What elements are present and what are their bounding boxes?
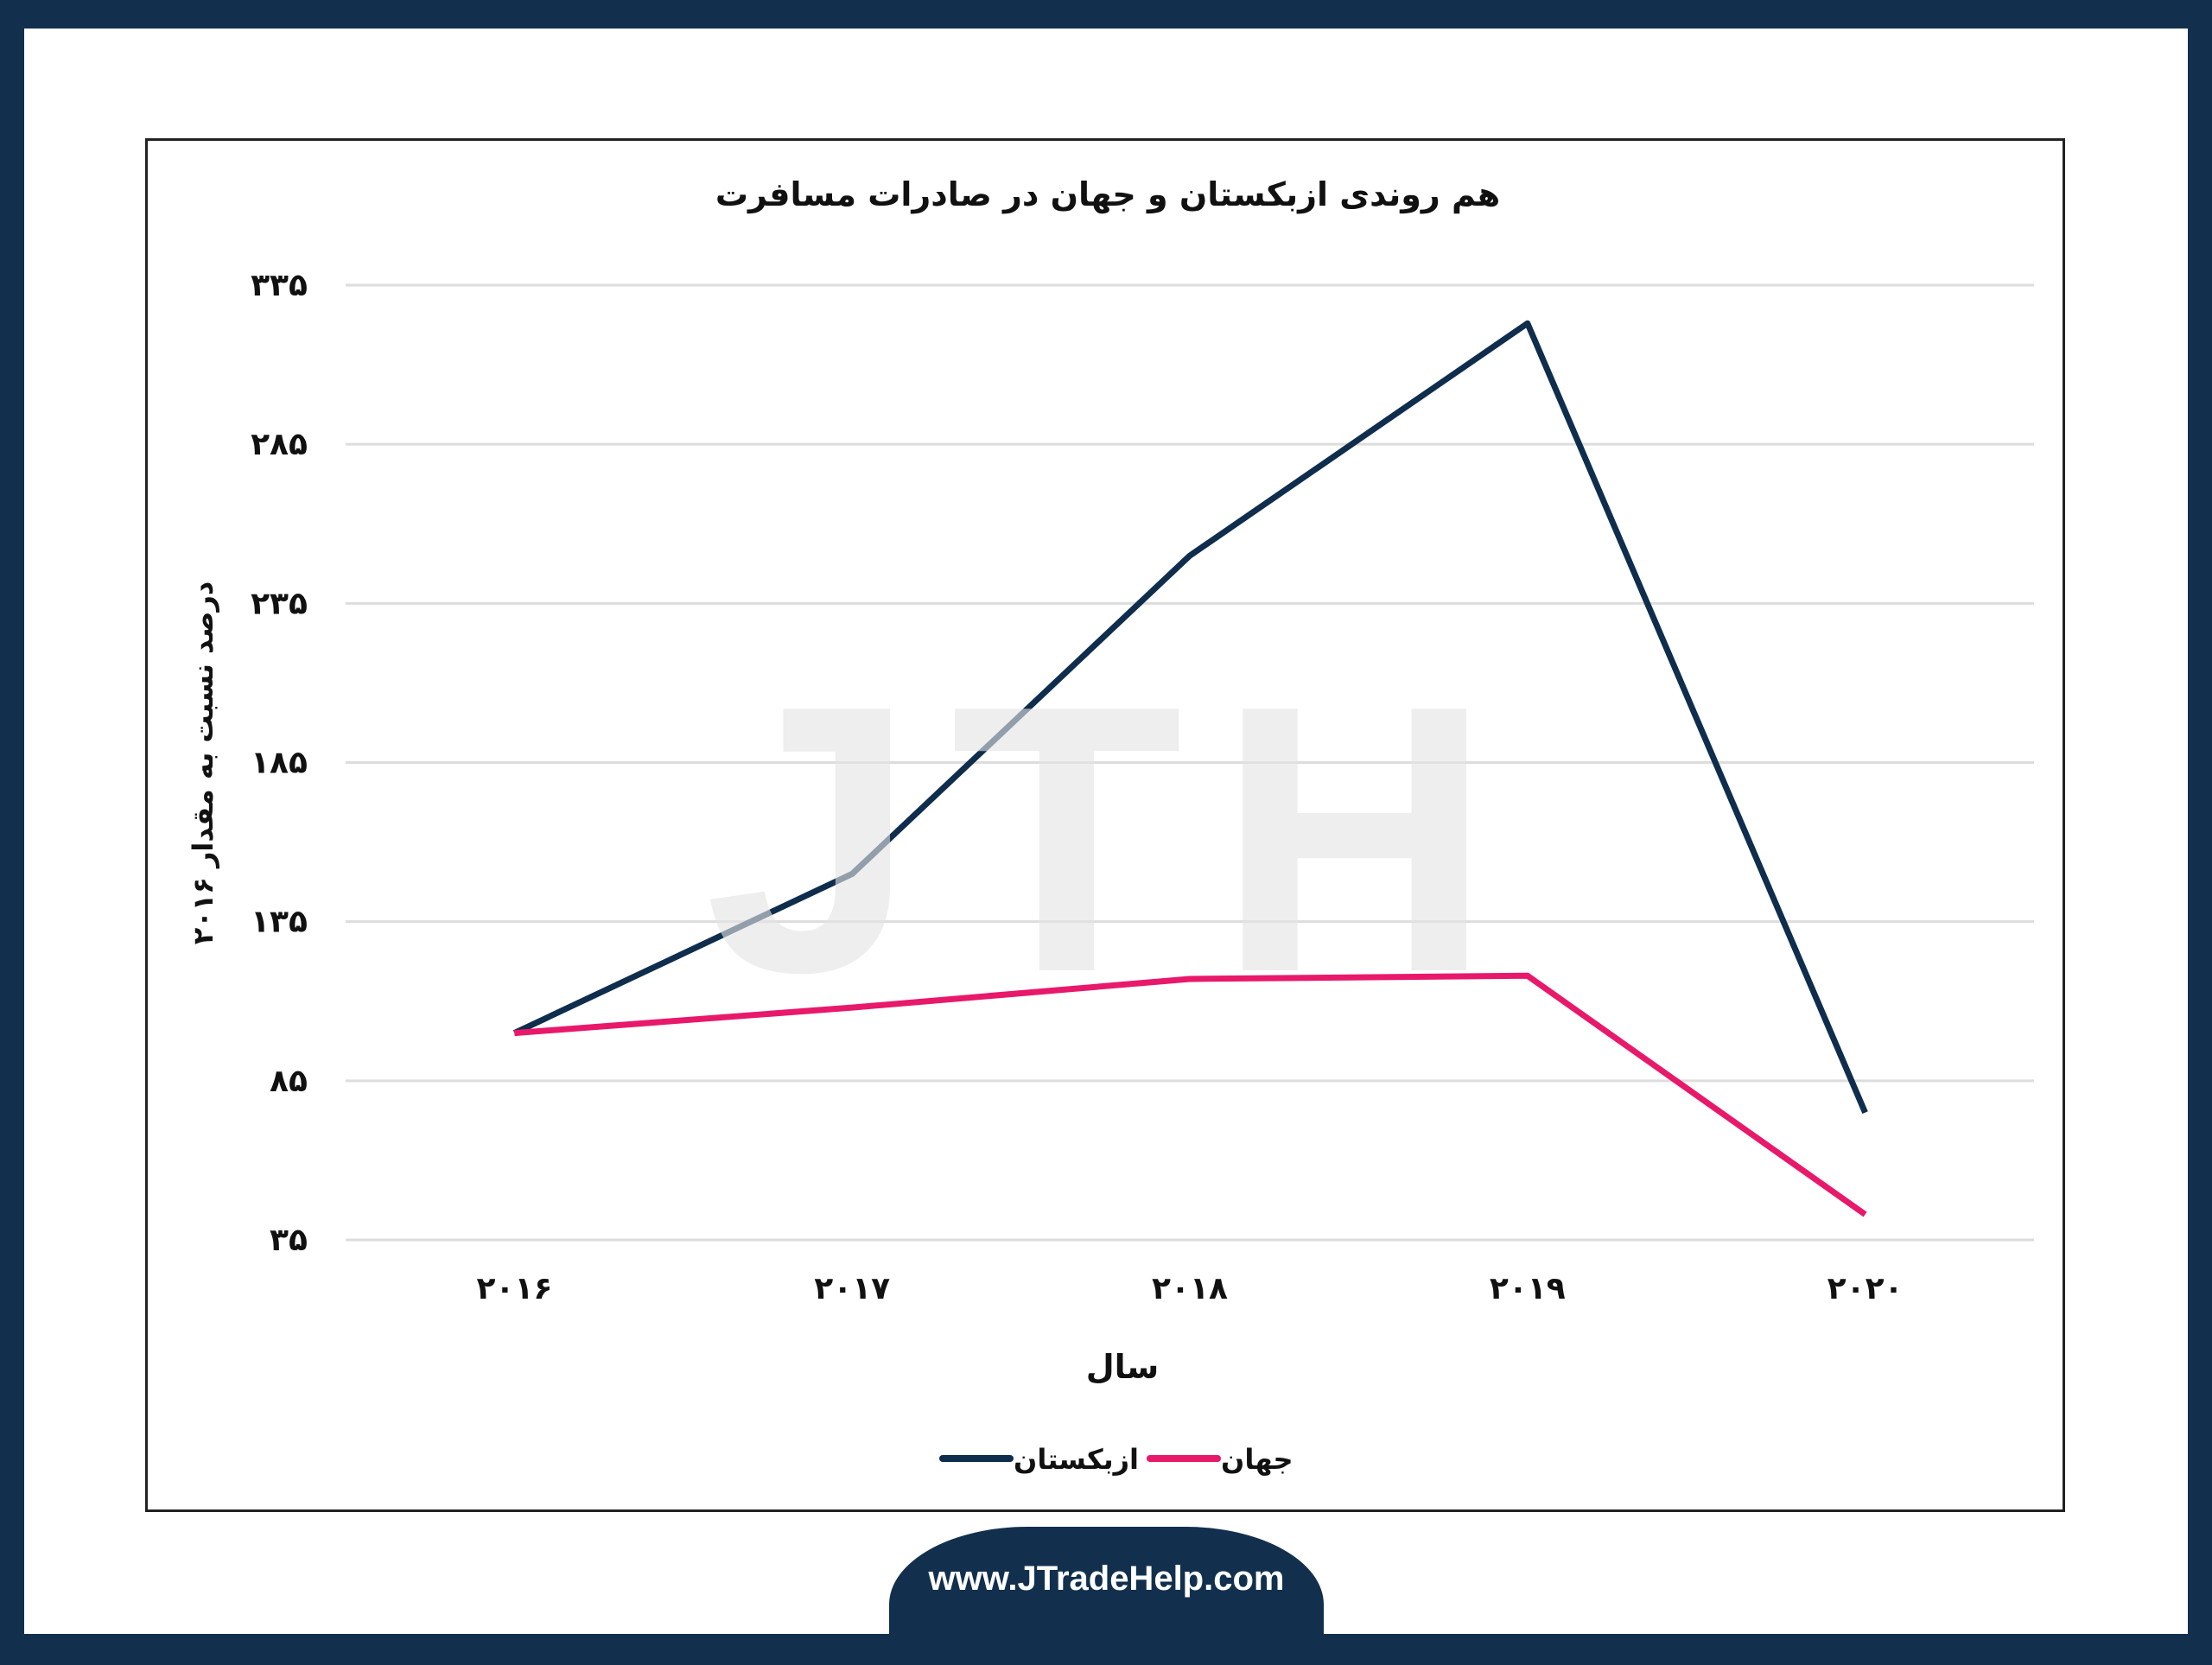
chart-title: هم روندی ازبکستان و جهان در صادرات مسافر… bbox=[715, 175, 1500, 214]
y-tick-label: ۳۵ bbox=[270, 1223, 308, 1258]
x-tick-label: ۲۰۱۶ bbox=[476, 1271, 552, 1306]
line-chart: هم روندی ازبکستان و جهان در صادرات مسافر… bbox=[187, 175, 2034, 1476]
series-line-uzbekistan bbox=[512, 320, 1868, 1115]
x-tick-label: ۲۰۱۷ bbox=[814, 1271, 890, 1306]
x-tick-label: ۲۰۱۹ bbox=[1490, 1271, 1566, 1306]
x-tick-label: ۲۰۱۸ bbox=[1152, 1271, 1228, 1306]
y-tick-label: ۲۸۵ bbox=[251, 427, 308, 462]
y-tick-label: ۱۸۵ bbox=[251, 746, 308, 781]
chart-container: هم روندی ازبکستان و جهان در صادرات مسافر… bbox=[145, 138, 2065, 1512]
x-tick-label: ۲۰۲۰ bbox=[1827, 1271, 1904, 1306]
website-url[interactable]: www.JTradeHelp.com bbox=[928, 1560, 1285, 1598]
y-tick-label: ۲۳۵ bbox=[251, 586, 308, 621]
series-line-world bbox=[514, 972, 1867, 1217]
y-tick-label: ۱۳۵ bbox=[251, 905, 308, 940]
legend-label: ازبکستان bbox=[1014, 1443, 1139, 1476]
legend-label: جهان bbox=[1221, 1443, 1294, 1476]
x-axis-label: سال bbox=[1086, 1348, 1160, 1386]
y-axis-label: درصد نسبت به مقدار ۲۰۱۶ bbox=[187, 581, 219, 945]
watermark-logo: JTH bbox=[704, 627, 1526, 1052]
footer-tab: www.JTradeHelp.com bbox=[889, 1527, 1324, 1665]
y-tick-label: ۳۳۵ bbox=[251, 268, 308, 303]
y-tick-label: ۸۵ bbox=[270, 1064, 308, 1099]
